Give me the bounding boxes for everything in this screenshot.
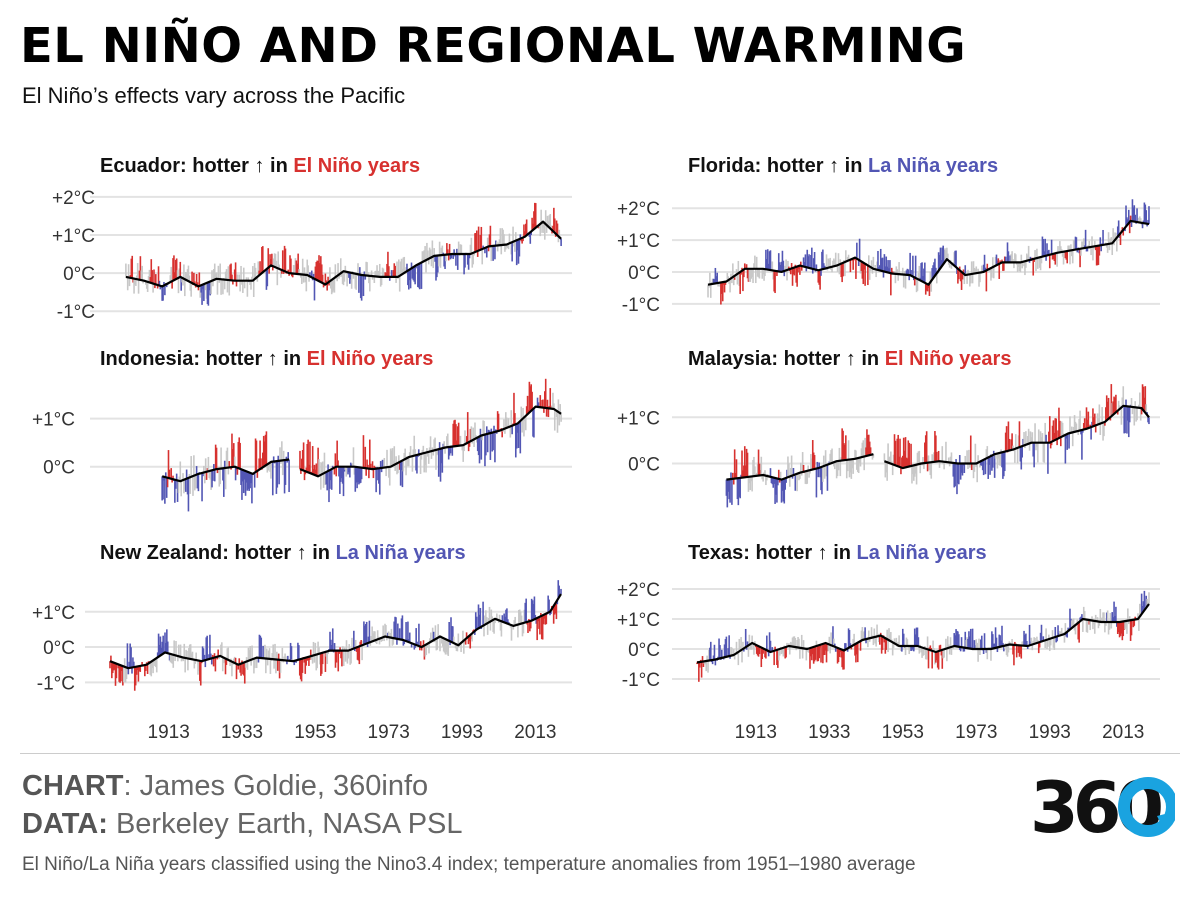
panel-florida: Florida: hotter ↑ in La Niña years +2°C +1… bbox=[617, 155, 1160, 316]
y-tick-label: -1°C bbox=[57, 302, 95, 323]
chart-credit: CHART: James Goldie, 360info bbox=[22, 770, 428, 803]
methodology-note: El Niño/La Niña years classified using t… bbox=[22, 854, 916, 875]
panel-title-highlight: La Niña years bbox=[336, 542, 466, 564]
panel-indonesia: Indonesia: hotter ↑ in El Niño years +1°C… bbox=[32, 348, 572, 512]
panel-title-highlight: El Niño years bbox=[885, 348, 1012, 370]
page-subtitle: El Niño’s effects vary across the Pacifi… bbox=[22, 83, 406, 108]
panel-title: Malaysia: hotter ↑ in El Niño years bbox=[688, 348, 1011, 370]
panel-title-highlight: El Niño years bbox=[293, 155, 420, 177]
panel-title: Ecuador: hotter ↑ in El Niño years bbox=[100, 155, 420, 177]
360info-logo: 360 bbox=[1030, 772, 1175, 842]
y-tick-label: +1°C bbox=[617, 610, 660, 631]
panel-title-prefix: New Zealand: hotter ↑ in bbox=[100, 542, 336, 564]
x-tick-label: 1953 bbox=[882, 722, 924, 743]
y-tick-label: +1°C bbox=[32, 410, 75, 431]
trend-line bbox=[707, 219, 1150, 286]
trend-line bbox=[696, 603, 1150, 664]
y-tick-label: -1°C bbox=[622, 295, 660, 316]
page-title: EL NIÑO AND REGIONAL WARMING bbox=[20, 18, 967, 74]
x-tick-label: 1993 bbox=[1029, 722, 1071, 743]
panel-title-prefix: Texas: hotter ↑ in bbox=[688, 542, 857, 564]
y-tick-label: +2°C bbox=[52, 188, 95, 209]
panel-ecuador: Ecuador: hotter ↑ in El Niño years+2°C+1… bbox=[52, 155, 572, 323]
panel-title-prefix: Indonesia: hotter ↑ in bbox=[100, 348, 307, 370]
y-tick-label: -1°C bbox=[622, 670, 660, 691]
panel-title-prefix: Ecuador: hotter ↑ in bbox=[100, 155, 293, 177]
y-tick-label: 0°C bbox=[43, 638, 75, 659]
x-tick-label: 2013 bbox=[1102, 722, 1144, 743]
panel-title-prefix: Malaysia: hotter ↑ in bbox=[688, 348, 885, 370]
x-tick-label: 1953 bbox=[294, 722, 336, 743]
trend-line bbox=[726, 404, 1150, 481]
x-tick-label: 1973 bbox=[368, 722, 410, 743]
data-credit-label: DATA: bbox=[22, 808, 108, 840]
panel-title: New Zealand: hotter ↑ in La Niña years bbox=[100, 542, 466, 564]
data-credit: DATA: Berkeley Earth, NASA PSL bbox=[22, 808, 463, 841]
y-tick-label: 0°C bbox=[43, 458, 75, 479]
panel-malaysia: Malaysia: hotter ↑ in El Niño years +1°C 0… bbox=[617, 348, 1160, 508]
logo-arrow bbox=[1157, 812, 1173, 828]
panel-texas: Texas: hotter ↑ in La Niña years +2°C +1°C… bbox=[617, 542, 1160, 743]
x-tick-label: 1913 bbox=[735, 722, 777, 743]
y-tick-label: +1°C bbox=[32, 603, 75, 624]
y-tick-label: +1°C bbox=[617, 408, 660, 429]
y-tick-label: 0°C bbox=[628, 640, 660, 661]
chart-credit-label: CHART bbox=[22, 770, 124, 802]
y-tick-label: 0°C bbox=[63, 264, 95, 285]
y-tick-label: +1°C bbox=[52, 226, 95, 247]
y-tick-label: +2°C bbox=[617, 580, 660, 601]
panel-title-prefix: Florida: hotter ↑ in bbox=[688, 155, 868, 177]
trend-line bbox=[125, 220, 562, 288]
trend-line bbox=[109, 593, 562, 670]
small-multiples-chart: Ecuador: hotter ↑ in El Niño years+2°C+1… bbox=[32, 155, 1160, 743]
data-credit-text: Berkeley Earth, NASA PSL bbox=[107, 808, 463, 840]
trend-line bbox=[161, 405, 562, 483]
y-tick-label: 0°C bbox=[628, 263, 660, 284]
panel-title: Texas: hotter ↑ in La Niña years bbox=[688, 542, 987, 564]
logo-ring bbox=[1118, 777, 1175, 837]
y-tick-label: 0°C bbox=[628, 454, 660, 475]
x-tick-label: 1993 bbox=[441, 722, 483, 743]
x-tick-label: 2013 bbox=[514, 722, 556, 743]
chart-credit-text: : James Goldie, 360info bbox=[123, 770, 429, 802]
panel-title: Indonesia: hotter ↑ in El Niño years bbox=[100, 348, 433, 370]
x-tick-label: 1933 bbox=[808, 722, 850, 743]
panel-new-zealand: New Zealand: hotter ↑ in La Niña years +1… bbox=[32, 542, 572, 743]
x-tick-label: 1913 bbox=[148, 722, 190, 743]
y-tick-label: +2°C bbox=[617, 199, 660, 220]
x-tick-label: 1973 bbox=[955, 722, 997, 743]
panel-title-highlight: El Niño years bbox=[307, 348, 434, 370]
footer-divider bbox=[20, 753, 1180, 754]
panel-title-highlight: La Niña years bbox=[868, 155, 998, 177]
x-tick-label: 1933 bbox=[221, 722, 263, 743]
y-tick-label: -1°C bbox=[37, 673, 75, 694]
panel-title-highlight: La Niña years bbox=[857, 542, 987, 564]
panel-title: Florida: hotter ↑ in La Niña years bbox=[688, 155, 998, 177]
y-tick-label: +1°C bbox=[617, 231, 660, 252]
